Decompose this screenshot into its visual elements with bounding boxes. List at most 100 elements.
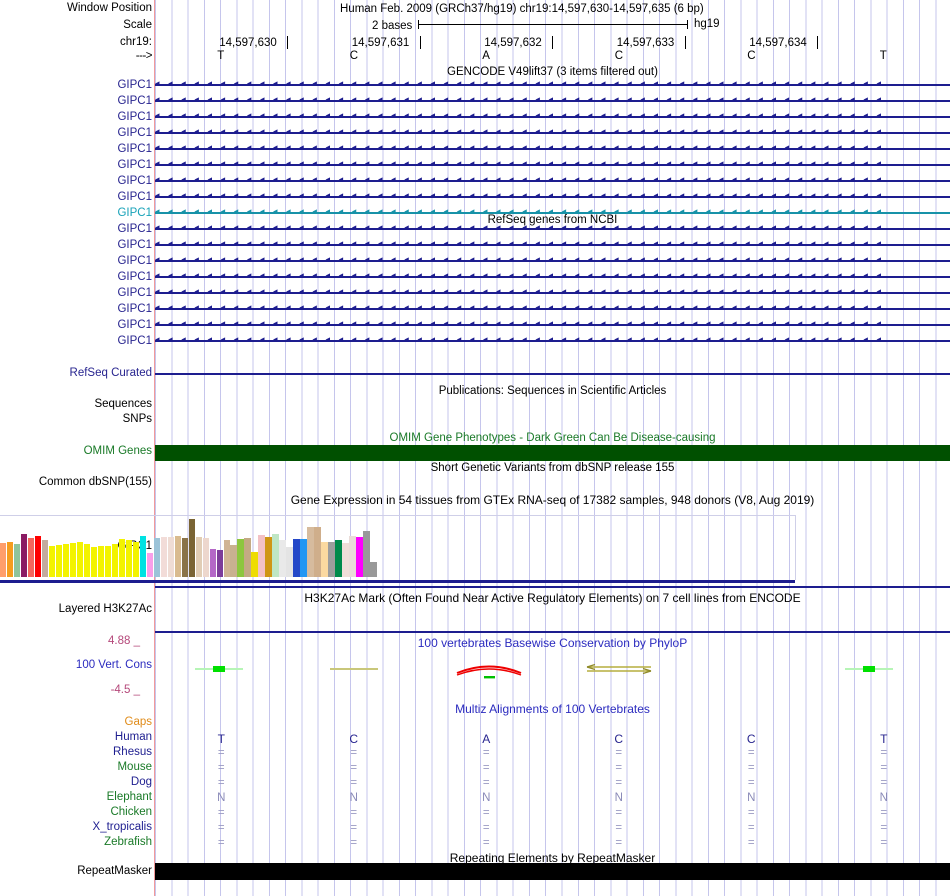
gencode-gene-label[interactable]: GIPC1 [117, 95, 152, 107]
repeatmasker-bar[interactable] [155, 863, 950, 880]
gencode-transcript-row[interactable]: ◂◂◂◂◂◂◂◂◂◂◂◂◂◂◂◂◂◂◂◂◂◂◂◂◂◂◂◂◂◂◂◂◂◂◂◂◂◂◂◂… [155, 319, 950, 330]
gencode-transcript-row[interactable]: ◂◂◂◂◂◂◂◂◂◂◂◂◂◂◂◂◂◂◂◂◂◂◂◂◂◂◂◂◂◂◂◂◂◂◂◂◂◂◂◂… [155, 223, 950, 234]
gencode-transcript-row[interactable]: ◂◂◂◂◂◂◂◂◂◂◂◂◂◂◂◂◂◂◂◂◂◂◂◂◂◂◂◂◂◂◂◂◂◂◂◂◂◂◂◂… [155, 335, 950, 346]
gtex-bar[interactable] [370, 562, 377, 577]
gencode-gene-label[interactable]: GIPC1 [117, 191, 152, 203]
gtex-expression-chart[interactable] [0, 515, 796, 583]
gtex-bar[interactable] [202, 537, 209, 577]
gtex-bar[interactable] [349, 536, 356, 577]
gencode-gene-label[interactable]: GIPC1 [117, 287, 152, 299]
gtex-bar[interactable] [111, 543, 119, 577]
gtex-bar[interactable] [279, 540, 286, 577]
gtex-bar[interactable] [181, 537, 188, 577]
gencode-transcript-row[interactable]: ◂◂◂◂◂◂◂◂◂◂◂◂◂◂◂◂◂◂◂◂◂◂◂◂◂◂◂◂◂◂◂◂◂◂◂◂◂◂◂◂… [155, 191, 950, 202]
refseq-feature-line[interactable] [155, 373, 950, 375]
multiz-species-label[interactable]: Gaps [124, 716, 153, 728]
gencode-transcript-row[interactable]: ◂◂◂◂◂◂◂◂◂◂◂◂◂◂◂◂◂◂◂◂◂◂◂◂◂◂◂◂◂◂◂◂◂◂◂◂◂◂◂◂… [155, 255, 950, 266]
gtex-bar[interactable] [363, 530, 370, 577]
omim-gene-bar[interactable] [155, 445, 950, 461]
gtex-bar[interactable] [244, 537, 251, 577]
multiz-species-label[interactable]: Chicken [110, 806, 152, 818]
gtex-bar[interactable] [132, 541, 140, 577]
gencode-gene-label[interactable]: GIPC1 [117, 127, 152, 139]
gencode-transcript-row[interactable]: ◂◂◂◂◂◂◂◂◂◂◂◂◂◂◂◂◂◂◂◂◂◂◂◂◂◂◂◂◂◂◂◂◂◂◂◂◂◂◂◂… [155, 159, 950, 170]
gtex-bar[interactable] [195, 536, 202, 577]
gtex-bar[interactable] [55, 545, 63, 577]
multiz-species-label[interactable]: Human [114, 731, 152, 743]
gtex-bar[interactable] [251, 552, 258, 577]
gencode-gene-label[interactable]: GIPC1 [117, 255, 152, 267]
gtex-bar[interactable] [335, 539, 342, 577]
gencode-transcript-row[interactable]: ◂◂◂◂◂◂◂◂◂◂◂◂◂◂◂◂◂◂◂◂◂◂◂◂◂◂◂◂◂◂◂◂◂◂◂◂◂◂◂◂… [155, 239, 950, 250]
gencode-gene-label[interactable]: GIPC1 [117, 111, 152, 123]
gtex-bar[interactable] [237, 538, 244, 577]
gencode-transcript-row[interactable]: ◂◂◂◂◂◂◂◂◂◂◂◂◂◂◂◂◂◂◂◂◂◂◂◂◂◂◂◂◂◂◂◂◂◂◂◂◂◂◂◂… [155, 111, 950, 122]
gtex-bar[interactable] [230, 545, 237, 577]
gtex-bar[interactable] [314, 526, 321, 577]
gtex-bar[interactable] [258, 534, 265, 577]
gencode-transcript-row[interactable]: ◂◂◂◂◂◂◂◂◂◂◂◂◂◂◂◂◂◂◂◂◂◂◂◂◂◂◂◂◂◂◂◂◂◂◂◂◂◂◂◂… [155, 287, 950, 298]
gencode-gene-label[interactable]: GIPC1 [117, 271, 152, 283]
layered-h3k27ac-label[interactable]: Layered H3K27Ac [58, 603, 152, 615]
gtex-bar[interactable] [139, 536, 147, 577]
gtex-bar[interactable] [41, 539, 49, 577]
gtex-bar[interactable] [90, 547, 98, 577]
gencode-gene-label[interactable]: GIPC1 [117, 239, 152, 251]
gencode-gene-label[interactable]: GIPC1 [117, 143, 152, 155]
gtex-bar[interactable] [216, 549, 223, 577]
gtex-bar[interactable] [48, 546, 56, 577]
gtex-bar[interactable] [188, 519, 195, 577]
gtex-bar[interactable] [300, 538, 307, 577]
gtex-bar[interactable] [223, 540, 230, 577]
gtex-bar[interactable] [118, 538, 126, 577]
gencode-gene-label[interactable]: GIPC1 [117, 207, 152, 219]
common-dbsnp-label[interactable]: Common dbSNP(155) [38, 476, 152, 488]
gtex-bar[interactable] [62, 543, 70, 577]
gtex-bar[interactable] [69, 543, 77, 577]
gtex-bar[interactable] [265, 536, 272, 577]
gtex-bar[interactable] [20, 534, 28, 577]
gtex-bar[interactable] [146, 553, 154, 577]
gencode-gene-label[interactable]: GIPC1 [117, 303, 152, 315]
cons-track-label[interactable]: 100 Vert. Cons [75, 659, 152, 671]
gencode-gene-label[interactable]: GIPC1 [117, 223, 152, 235]
gtex-bar[interactable] [34, 535, 42, 577]
multiz-species-label[interactable]: Elephant [106, 791, 152, 803]
gtex-bar[interactable] [209, 549, 216, 577]
gtex-bar[interactable] [6, 542, 14, 577]
gencode-transcript-row[interactable]: ◂◂◂◂◂◂◂◂◂◂◂◂◂◂◂◂◂◂◂◂◂◂◂◂◂◂◂◂◂◂◂◂◂◂◂◂◂◂◂◂… [155, 271, 950, 282]
multiz-species-label[interactable]: Mouse [117, 761, 152, 773]
snps-label[interactable]: SNPs [122, 413, 152, 425]
gencode-transcript-row[interactable]: ◂◂◂◂◂◂◂◂◂◂◂◂◂◂◂◂◂◂◂◂◂◂◂◂◂◂◂◂◂◂◂◂◂◂◂◂◂◂◂◂… [155, 127, 950, 138]
gtex-bar[interactable] [342, 542, 349, 577]
gtex-bar[interactable] [293, 538, 300, 577]
gtex-bar[interactable] [83, 544, 91, 577]
gencode-gene-label[interactable]: GIPC1 [117, 175, 152, 187]
multiz-species-label[interactable]: X_tropicalis [92, 821, 152, 833]
gencode-gene-label[interactable]: GIPC1 [117, 79, 152, 91]
gtex-bar[interactable] [160, 536, 168, 577]
gtex-bar[interactable] [97, 546, 105, 577]
gencode-gene-label[interactable]: GIPC1 [117, 335, 152, 347]
gencode-transcript-row[interactable]: ◂◂◂◂◂◂◂◂◂◂◂◂◂◂◂◂◂◂◂◂◂◂◂◂◂◂◂◂◂◂◂◂◂◂◂◂◂◂◂◂… [155, 95, 950, 106]
gtex-bar[interactable] [321, 541, 328, 577]
multiz-species-label[interactable]: Rhesus [113, 746, 152, 758]
gtex-bar[interactable] [286, 547, 293, 577]
gtex-bar[interactable] [174, 535, 181, 577]
gtex-bar[interactable] [0, 542, 7, 577]
gtex-bar[interactable] [76, 542, 84, 577]
multiz-species-label[interactable]: Dog [130, 776, 152, 788]
gencode-gene-label[interactable]: GIPC1 [117, 159, 152, 171]
repeatmasker-label[interactable]: RepeatMasker [77, 865, 152, 877]
gencode-transcript-row[interactable]: ◂◂◂◂◂◂◂◂◂◂◂◂◂◂◂◂◂◂◂◂◂◂◂◂◂◂◂◂◂◂◂◂◂◂◂◂◂◂◂◂… [155, 175, 950, 186]
gencode-transcript-row[interactable]: ◂◂◂◂◂◂◂◂◂◂◂◂◂◂◂◂◂◂◂◂◂◂◂◂◂◂◂◂◂◂◂◂◂◂◂◂◂◂◂◂… [155, 143, 950, 154]
gencode-transcript-row[interactable]: ◂◂◂◂◂◂◂◂◂◂◂◂◂◂◂◂◂◂◂◂◂◂◂◂◂◂◂◂◂◂◂◂◂◂◂◂◂◂◂◂… [155, 303, 950, 314]
gtex-bar[interactable] [167, 537, 175, 577]
gtex-bar[interactable] [272, 534, 279, 577]
gtex-bar[interactable] [328, 542, 335, 577]
multiz-species-label[interactable]: Zebrafish [104, 836, 152, 848]
sequences-label[interactable]: Sequences [94, 398, 152, 410]
gencode-gene-label[interactable]: GIPC1 [117, 319, 152, 331]
gencode-transcript-row[interactable]: ◂◂◂◂◂◂◂◂◂◂◂◂◂◂◂◂◂◂◂◂◂◂◂◂◂◂◂◂◂◂◂◂◂◂◂◂◂◂◂◂… [155, 207, 950, 218]
gtex-bar[interactable] [356, 537, 363, 577]
